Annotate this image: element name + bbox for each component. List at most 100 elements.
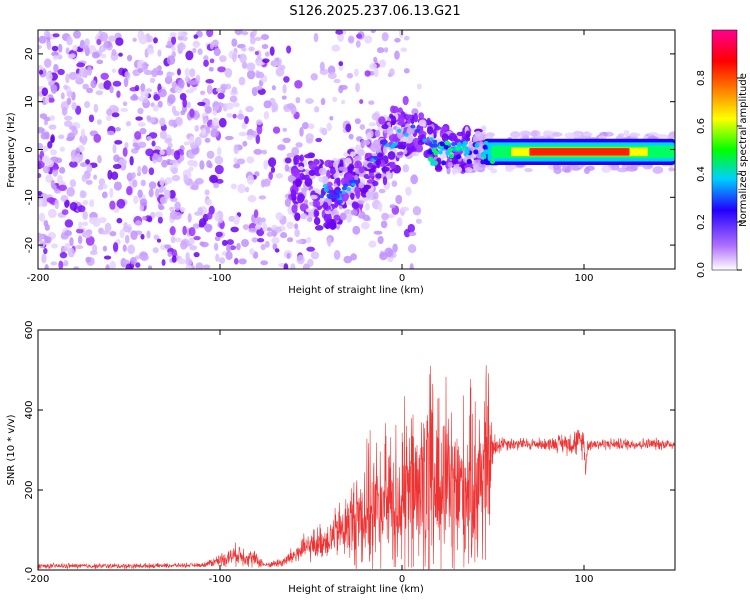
spectrogram-cell bbox=[312, 200, 321, 208]
spectrogram-cell bbox=[306, 246, 315, 252]
spectrogram-cell bbox=[347, 35, 355, 44]
spectrogram-cell bbox=[346, 72, 354, 79]
spectrogram-cell bbox=[77, 235, 83, 245]
spectrogram-cell bbox=[176, 68, 182, 76]
spectrogram-cell bbox=[377, 235, 384, 245]
spectrogram-cell bbox=[171, 255, 177, 263]
spectrogram-cell bbox=[105, 264, 110, 269]
spectrogram-cell bbox=[383, 47, 389, 53]
spectrogram-cell bbox=[206, 30, 214, 38]
spectrogram-cell bbox=[416, 83, 422, 90]
snr-x-tick-label: 100 bbox=[574, 574, 593, 585]
spectrogram-cell bbox=[318, 176, 323, 183]
spectrogram-cell bbox=[403, 35, 410, 41]
spectrogram-cell bbox=[298, 166, 304, 171]
spectrogram-cell bbox=[53, 63, 59, 73]
spectrogram-cell bbox=[381, 32, 389, 42]
spectrogram-cell bbox=[373, 67, 379, 78]
spectrogram-cell bbox=[159, 130, 167, 140]
colorbar-tick-label: 0.2 bbox=[696, 214, 707, 230]
spectrogram-cell bbox=[75, 228, 84, 234]
spectrogram-cell bbox=[345, 199, 354, 206]
spectrogram-cell bbox=[200, 128, 207, 136]
spectrogram-cell bbox=[217, 66, 226, 73]
spectrogram-cell bbox=[103, 41, 108, 49]
spectrogram-cell bbox=[141, 216, 147, 221]
spectrogram-cell bbox=[252, 130, 257, 138]
spectrogram-cell bbox=[165, 177, 173, 184]
spectrogram-cell bbox=[103, 255, 112, 260]
spectrogram-cell bbox=[176, 42, 186, 51]
spectrogram-cell bbox=[426, 126, 434, 135]
spectrogram-cell bbox=[456, 142, 462, 148]
spectrogram-cell bbox=[111, 68, 117, 73]
spectrogram-cell bbox=[255, 85, 263, 91]
spectrogram-cell bbox=[389, 68, 395, 77]
spectrogram-cell bbox=[329, 166, 336, 175]
spectrogram-cell bbox=[241, 31, 249, 36]
spectrogram-cell bbox=[231, 38, 238, 47]
spectrogram-cell bbox=[159, 196, 168, 205]
spectrogram-cell bbox=[185, 252, 190, 261]
spectrogram-cell bbox=[251, 237, 259, 243]
spectrogram-cell bbox=[266, 231, 273, 237]
spectrogram-cell bbox=[199, 160, 205, 170]
spectrogram-cell bbox=[96, 38, 102, 46]
spectrogram-cell bbox=[322, 183, 328, 188]
spectrogram-y-tick-label: -10 bbox=[24, 189, 35, 205]
spectrogram-cell bbox=[350, 192, 355, 200]
spectrogram-cell bbox=[416, 101, 422, 108]
spectrogram-cell bbox=[441, 160, 447, 166]
spectrogram-x-tick-label: -200 bbox=[27, 273, 50, 284]
spectrogram-cell bbox=[396, 217, 403, 227]
spectrogram-cell bbox=[200, 90, 206, 96]
spectrogram-cell bbox=[148, 188, 154, 198]
spectrogram-cell bbox=[138, 34, 148, 45]
spectrogram-cell bbox=[340, 177, 348, 186]
spectrogram-cell bbox=[38, 232, 43, 242]
spectrogram-cell bbox=[147, 265, 153, 269]
spectrogram-cell bbox=[418, 112, 425, 120]
spectrogram-cell bbox=[353, 68, 359, 77]
spectrogram-cell bbox=[315, 210, 320, 217]
spectrogram-cell bbox=[391, 180, 398, 187]
spectrogram-cell bbox=[116, 198, 126, 209]
spectrogram-cell bbox=[480, 159, 486, 165]
spectrogram-cell bbox=[398, 114, 405, 124]
snr-y-tick-label: 0 bbox=[24, 567, 35, 573]
spectrogram-cell bbox=[352, 225, 361, 235]
spectrogram-cell bbox=[283, 263, 289, 269]
spectrogram-cell bbox=[38, 69, 44, 75]
spectrogram-cell bbox=[122, 101, 128, 107]
spectrogram-cell bbox=[261, 149, 268, 155]
spectrogram-cell bbox=[402, 164, 410, 173]
spectrogram-cell bbox=[241, 122, 247, 130]
spectrogram-cell bbox=[374, 129, 381, 138]
spectrogram-cell bbox=[226, 239, 234, 246]
spectrogram-cell bbox=[308, 201, 314, 206]
spectrogram-cell bbox=[282, 127, 288, 132]
spectrogram-cell bbox=[218, 257, 226, 264]
spectrogram-cell bbox=[83, 101, 91, 109]
spectrogram-cell bbox=[208, 66, 214, 72]
spectrogram-cell bbox=[411, 151, 420, 157]
spectrogram-cell bbox=[305, 208, 312, 213]
spectrogram-cell bbox=[165, 137, 172, 143]
spectrogram-cell bbox=[41, 87, 49, 97]
spectrogram-cell bbox=[272, 242, 278, 251]
spectrogram-cell bbox=[46, 159, 54, 168]
spectrogram-cell bbox=[326, 181, 333, 188]
spectrogram-cell bbox=[339, 84, 348, 90]
spectrogram-cell bbox=[273, 57, 282, 67]
spectrogram-cell bbox=[91, 51, 100, 59]
spectrogram-cell bbox=[132, 37, 137, 42]
spectrogram-cell bbox=[93, 103, 99, 113]
spectrogram-cell bbox=[255, 134, 261, 145]
spectrogram-cell bbox=[327, 72, 337, 80]
spectrogram-cell bbox=[171, 167, 178, 175]
spectrogram-cell bbox=[246, 134, 254, 141]
spectrogram-cell bbox=[183, 141, 190, 146]
spectrogram-cell bbox=[75, 105, 82, 115]
spectrogram-cell bbox=[368, 122, 377, 127]
spectrogram-cell bbox=[214, 212, 220, 222]
